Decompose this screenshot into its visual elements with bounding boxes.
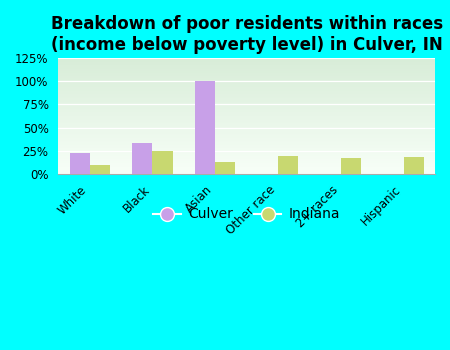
Bar	[341, 158, 361, 174]
Bar	[215, 162, 235, 174]
Bar	[90, 164, 110, 174]
Title: Breakdown of poor residents within races
(income below poverty level) in Culver,: Breakdown of poor residents within races…	[50, 15, 443, 54]
Bar	[278, 156, 298, 174]
Bar	[70, 153, 90, 174]
Legend: Culver, Indiana: Culver, Indiana	[148, 202, 346, 227]
Bar	[132, 143, 153, 174]
Bar	[153, 150, 172, 174]
Bar	[195, 81, 215, 174]
Bar	[404, 157, 424, 174]
